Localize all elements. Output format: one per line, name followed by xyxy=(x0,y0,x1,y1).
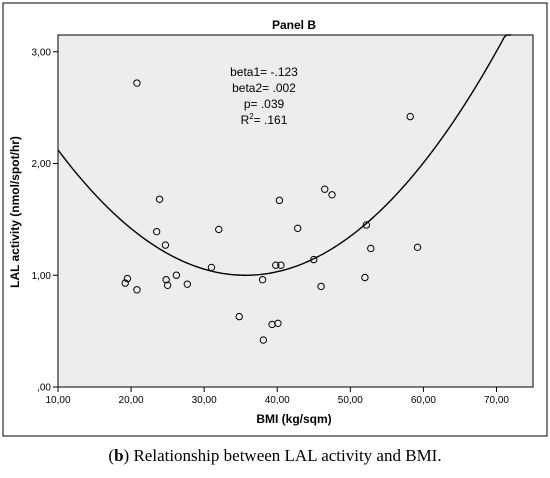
data-point xyxy=(361,273,369,282)
data-point xyxy=(152,227,161,236)
data-point xyxy=(275,196,284,205)
caption-letter: b xyxy=(114,446,124,465)
y-axis-ticks: ,00 1,00 2,00 3,00 xyxy=(32,47,58,394)
data-point xyxy=(235,312,243,321)
data-point xyxy=(277,261,285,269)
p-value-label: p= .039 xyxy=(244,97,285,111)
y-tick-label: 1,00 xyxy=(32,271,52,282)
scatter-chart: Panel B BMI (kg/sqm) LAL activity (nmol/… xyxy=(2,2,548,437)
data-point xyxy=(121,279,129,287)
data-point xyxy=(133,286,141,294)
y-tick-label: ,00 xyxy=(37,383,51,394)
data-point xyxy=(367,244,375,253)
caption-text: ) Relationship between LAL activity and … xyxy=(123,446,442,465)
data-points xyxy=(121,79,422,344)
y-tick-label: 2,00 xyxy=(32,159,52,170)
data-point xyxy=(162,276,170,284)
data-point xyxy=(133,79,141,87)
r2-prefix: R xyxy=(241,113,250,127)
data-point xyxy=(163,281,172,290)
x-tick-label: 70,00 xyxy=(484,395,509,406)
data-point xyxy=(272,261,280,269)
data-point xyxy=(321,185,329,193)
x-tick-label: 20,00 xyxy=(119,395,144,406)
stats-annotation: beta1= -.123 beta2= .002 p= .039 R2= .16… xyxy=(230,65,298,127)
data-point xyxy=(406,112,414,121)
chart-title: Panel B xyxy=(272,18,316,32)
data-point xyxy=(317,282,325,291)
y-tick-label: 3,00 xyxy=(32,47,52,58)
beta2-label: beta2= .002 xyxy=(232,81,296,95)
plot-area xyxy=(57,34,534,388)
r-squared-label: R2= .161 xyxy=(241,112,288,127)
x-tick-label: 30,00 xyxy=(192,395,217,406)
x-tick-label: 60,00 xyxy=(411,395,436,406)
r2-suffix: = .161 xyxy=(254,113,288,127)
x-tick-label: 50,00 xyxy=(338,395,363,406)
y-axis-label: LAL activity (nmol/spot/hr) xyxy=(8,136,22,288)
data-point xyxy=(123,274,132,283)
data-point xyxy=(161,241,170,249)
x-tick-label: 10,00 xyxy=(45,395,70,406)
r2-superscript: 2 xyxy=(249,112,254,121)
data-point xyxy=(293,224,302,233)
data-point xyxy=(258,276,267,284)
data-point xyxy=(413,243,422,252)
data-point xyxy=(183,280,192,288)
data-point xyxy=(362,221,371,229)
data-point xyxy=(274,319,282,328)
data-point xyxy=(259,336,268,344)
data-point xyxy=(328,191,336,199)
caption-open: ( xyxy=(108,446,115,465)
x-axis-ticks: 10,00 20,00 30,00 40,00 50,00 60,00 70,00 xyxy=(45,387,509,406)
data-point xyxy=(155,195,164,203)
data-point xyxy=(172,271,181,279)
data-point xyxy=(310,255,318,264)
data-point xyxy=(207,263,216,272)
figure-caption: (b) Relationship between LAL activity an… xyxy=(0,446,550,466)
data-point xyxy=(215,225,223,234)
x-tick-label: 40,00 xyxy=(265,395,290,406)
fit-curve xyxy=(57,34,512,276)
x-axis-label: BMI (kg/sqm) xyxy=(256,412,331,426)
beta1-label: beta1= -.123 xyxy=(230,65,298,79)
